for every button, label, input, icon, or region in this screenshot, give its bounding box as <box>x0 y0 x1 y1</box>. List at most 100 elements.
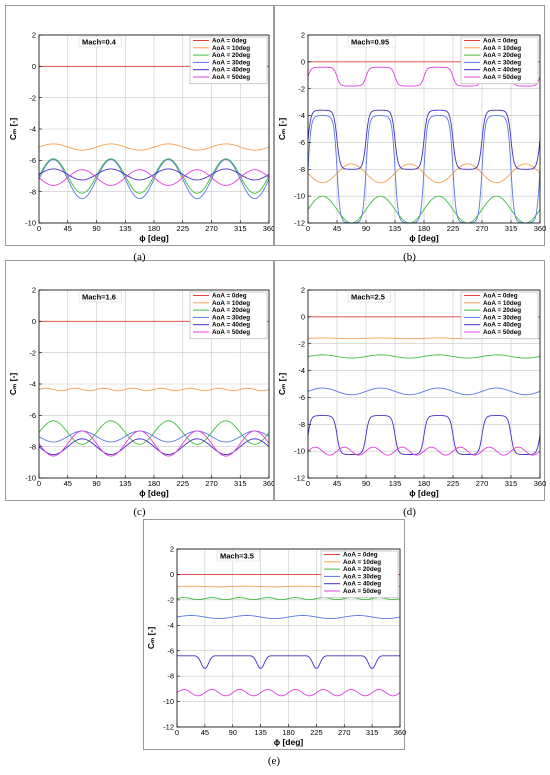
x-tick-label: 270 <box>476 224 489 233</box>
legend-entry: AoA = 50deg <box>483 74 521 81</box>
y-tick-label: -6 <box>29 156 36 165</box>
mach-text: Mach=1.6 <box>82 293 116 302</box>
y-tick-label: -2 <box>298 339 305 348</box>
x-tick-label: 45 <box>64 479 72 488</box>
y-tick-label: -10 <box>25 219 36 228</box>
chart-panel-d: 0 45 90 135 180 225 270 315 360 2 0 -2 -4 -6 -8 -10 -12 ϕ… <box>274 260 546 501</box>
mach-annotation: Mach=3.5 <box>216 550 260 562</box>
x-tick-label: 90 <box>229 728 237 737</box>
y-tick-label: -2 <box>29 93 36 102</box>
legend-entry: AoA = 20deg <box>212 307 250 314</box>
x-tick-label: 135 <box>389 224 402 233</box>
y-tick-label: -2 <box>167 595 174 604</box>
series-line-4 <box>307 415 541 455</box>
series-line-3 <box>38 159 270 200</box>
panel-caption-b: (b) <box>403 251 416 263</box>
legend-entry: AoA = 40deg <box>343 581 381 588</box>
x-tick-label: 315 <box>366 728 379 737</box>
legend-entry: AoA = 20deg <box>212 52 250 59</box>
legend-entry: AoA = 30deg <box>212 59 250 66</box>
series-line-2 <box>38 158 270 194</box>
mach-annotation: Mach=0.4 <box>78 36 122 48</box>
y-tick-label: -8 <box>29 187 36 196</box>
series-line-2 <box>38 420 270 445</box>
series-line-3 <box>38 430 270 443</box>
legend-entry: AoA = 10deg <box>212 45 250 52</box>
x-tick-label: 90 <box>362 479 370 488</box>
mach-annotation: Mach=1.6 <box>78 291 122 303</box>
panel-caption-d: (d) <box>403 506 416 518</box>
y-tick-label: -6 <box>298 138 305 147</box>
x-tick-label: 315 <box>234 479 247 488</box>
x-axis-label: ϕ [deg] <box>409 233 439 243</box>
x-axis-label: ϕ [deg] <box>139 488 169 498</box>
y-tick-label: -10 <box>294 192 305 201</box>
chart-svg: 0 45 90 135 180 225 270 315 360 2 0 -2 -4 -6 -8 -10 -12 ϕ… <box>277 286 546 498</box>
legend-entry: AoA = 10deg <box>212 300 250 307</box>
legend-entry: AoA = 0deg <box>212 293 247 300</box>
x-axis-label: ϕ [deg] <box>139 233 169 243</box>
chart-panel-e: 0 45 90 135 180 225 270 315 360 2 0 -2 -4 -6 -8 -10 -12 ϕ… <box>143 519 406 750</box>
x-tick-label: 0 <box>37 479 41 488</box>
legend-entry: AoA = 30deg <box>483 59 521 66</box>
y-tick-label: -8 <box>298 420 305 429</box>
x-tick-label: 225 <box>176 224 189 233</box>
y-tick-label: -4 <box>298 366 305 375</box>
chart-svg: 0 45 90 135 180 225 270 315 360 2 0 -2 -4 -6 -8 -10 -12 ϕ… <box>146 545 406 747</box>
y-axis-label: Cₘ [-] <box>8 373 18 395</box>
y-tick-label: -6 <box>167 646 174 655</box>
series-line-2 <box>176 597 401 601</box>
y-tick-label: -2 <box>29 348 36 357</box>
legend-entry: AoA = 30deg <box>212 314 250 321</box>
series-line-4 <box>177 655 400 669</box>
series-line-3 <box>176 615 401 620</box>
x-tick-label: 360 <box>534 224 546 233</box>
legend-box <box>189 36 268 85</box>
y-tick-label: -8 <box>167 672 174 681</box>
legend-box <box>460 36 539 85</box>
y-tick-label: -10 <box>163 697 174 706</box>
y-tick-label: 0 <box>32 62 36 71</box>
x-tick-label: 225 <box>310 728 323 737</box>
y-tick-label: -10 <box>25 474 36 483</box>
y-tick-label: 0 <box>170 570 174 579</box>
y-tick-label: -4 <box>167 621 174 630</box>
x-axis-label: ϕ [deg] <box>409 488 439 498</box>
x-tick-label: 0 <box>306 224 310 233</box>
series-line-5 <box>38 169 270 186</box>
y-tick-label: -4 <box>298 111 305 120</box>
legend-entry: AoA = 30deg <box>483 314 521 321</box>
y-tick-label: 0 <box>32 317 36 326</box>
chart-panel-a: 0 45 90 135 180 225 270 315 360 2 0 -2 -4 -6 -8 -10 ϕ [d… <box>5 5 275 246</box>
y-tick-label: -6 <box>29 411 36 420</box>
x-tick-label: 360 <box>534 479 546 488</box>
legend-entry: AoA = 50deg <box>212 74 250 81</box>
x-tick-label: 0 <box>37 224 41 233</box>
x-tick-label: 225 <box>447 224 460 233</box>
legend-box <box>460 291 539 340</box>
x-tick-label: 180 <box>282 728 295 737</box>
chart-panel-b: 0 45 90 135 180 225 270 315 360 2 0 -2 -4 -6 -8 -10 -12 ϕ… <box>274 5 546 246</box>
legend-entry: AoA = 0deg <box>483 38 518 45</box>
y-tick-label: -12 <box>294 219 305 228</box>
x-tick-label: 135 <box>119 479 132 488</box>
x-tick-label: 315 <box>234 224 247 233</box>
x-tick-label: 90 <box>362 224 370 233</box>
legend-entry: AoA = 20deg <box>483 307 521 314</box>
x-tick-label: 360 <box>394 728 406 737</box>
legend-entry: AoA = 0deg <box>483 293 518 300</box>
x-tick-label: 135 <box>254 728 267 737</box>
legend-entry: AoA = 30deg <box>343 573 381 580</box>
chart-panel-c: 0 45 90 135 180 225 270 315 360 2 0 -2 -4 -6 -8 -10 ϕ [d… <box>5 260 275 501</box>
x-tick-label: 135 <box>119 224 132 233</box>
mach-text: Mach=0.95 <box>351 38 389 47</box>
x-tick-label: 180 <box>418 224 431 233</box>
series-line-2 <box>307 354 541 359</box>
y-tick-label: -12 <box>163 723 174 732</box>
y-tick-label: -8 <box>29 442 36 451</box>
x-tick-label: 0 <box>175 728 179 737</box>
legend-entry: AoA = 20deg <box>483 52 521 59</box>
